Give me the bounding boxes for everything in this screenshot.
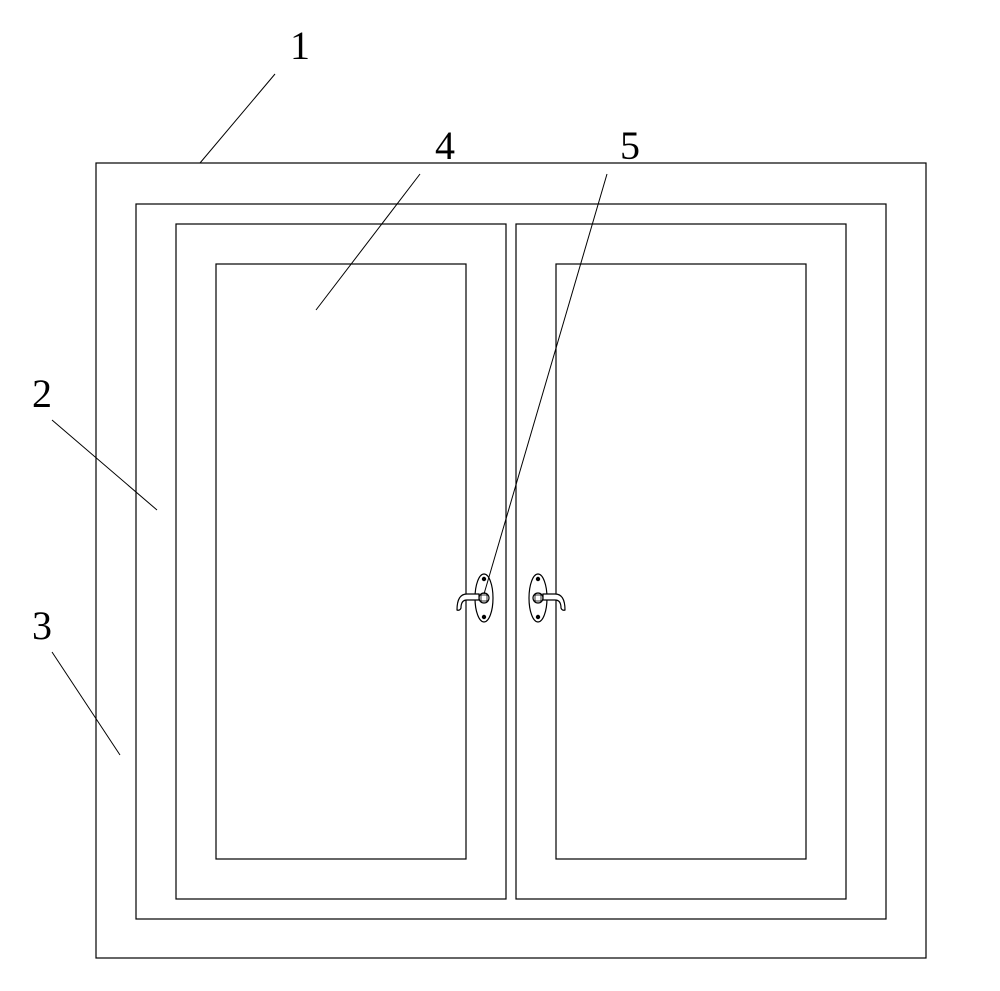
label-3: 3: [32, 602, 52, 649]
outer-frame: [96, 163, 926, 958]
diagram-canvas: 1 4 5 2 3: [0, 0, 1000, 991]
handle-left-screw-top: [482, 577, 485, 580]
leader-4: [316, 174, 420, 310]
sash-left: [176, 224, 506, 899]
label-4: 4: [435, 122, 455, 169]
label-5: 5: [620, 122, 640, 169]
handle-right-knob: [533, 593, 543, 603]
handle-right-screw-bot: [536, 615, 539, 618]
handle-left-knob: [479, 593, 489, 603]
label-1: 1: [290, 22, 310, 69]
leader-1: [200, 74, 275, 163]
label-2: 2: [32, 370, 52, 417]
glass-left: [216, 264, 466, 859]
leader-3: [52, 652, 120, 755]
handle-right-screw-top: [536, 577, 539, 580]
inner-frame: [136, 204, 886, 919]
leader-5: [484, 174, 607, 594]
glass-right: [556, 264, 806, 859]
sash-right: [516, 224, 846, 899]
handle-left-screw-bot: [482, 615, 485, 618]
leader-2: [52, 420, 157, 510]
diagram-svg: [0, 0, 1000, 991]
